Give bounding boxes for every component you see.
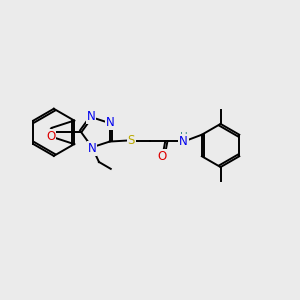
Text: S: S	[128, 134, 135, 147]
Text: O: O	[46, 130, 56, 143]
Text: O: O	[157, 150, 166, 163]
Text: N: N	[87, 110, 95, 123]
Text: N: N	[88, 142, 97, 155]
Text: N: N	[106, 116, 115, 129]
Text: N: N	[179, 135, 188, 148]
Text: H: H	[180, 132, 188, 142]
